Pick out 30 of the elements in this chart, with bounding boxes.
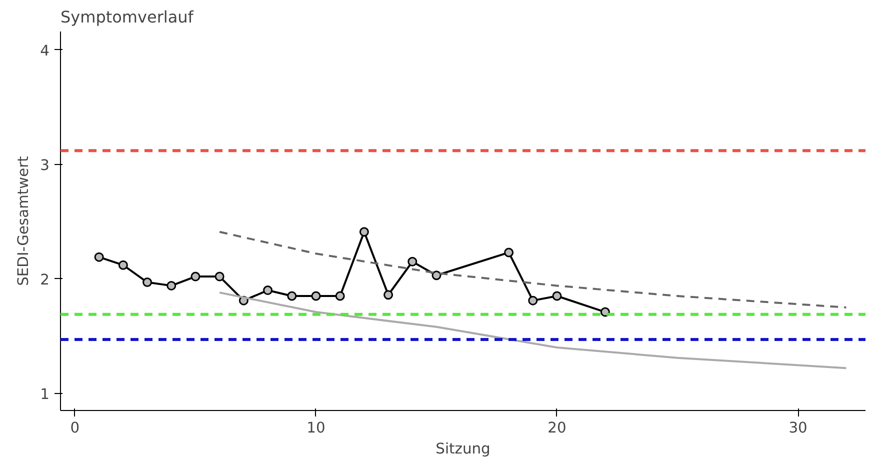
x-tick-label: 0 [70,420,80,436]
y-tick-label: 2 [40,271,50,288]
chart-title: Symptomverlauf [60,8,194,26]
point [142,278,152,287]
point [311,291,321,301]
y-tick-label: 4 [40,42,50,60]
x-tick-label: 30 [788,420,808,436]
line-series [218,292,848,370]
point [384,290,394,300]
point [287,291,297,301]
y-tick-label: 3 [40,156,50,174]
point [263,286,273,296]
x-axis-title: Sitzung [436,440,490,458]
point [214,272,224,282]
point [335,291,345,301]
point [118,260,128,270]
x-tick-label: 20 [548,420,566,436]
point [528,296,538,306]
point [190,272,200,282]
y-tick-label: 1 [40,386,50,403]
point [166,280,176,290]
line-series [218,230,848,308]
x-tick-label: 10 [306,420,326,436]
point [432,270,442,280]
point [94,252,104,262]
y-axis-title: SEDI-Gesamtwert [15,156,32,286]
point [359,227,369,237]
point [504,248,514,258]
point [408,256,418,266]
point [552,291,562,301]
